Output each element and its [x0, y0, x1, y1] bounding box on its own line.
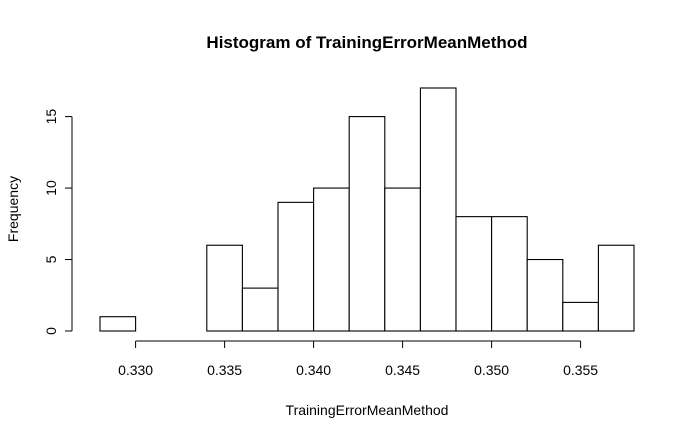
- x-tick-label: 0.340: [296, 362, 331, 378]
- x-axis: 0.330 0.335 0.340 0.345 0.350 0.355: [118, 340, 598, 378]
- x-tick-label: 0.335: [207, 362, 242, 378]
- x-tick-label: 0.350: [474, 362, 509, 378]
- bars-group: [99, 87, 635, 332]
- histogram-bar: [99, 316, 137, 332]
- histogram-bar: [206, 244, 243, 332]
- histogram-bar: [241, 287, 279, 332]
- y-tick-label: 0: [43, 327, 59, 335]
- histogram-bar: [526, 258, 564, 332]
- histogram-bar: [313, 187, 350, 332]
- y-axis: 0 5 10 15: [43, 109, 73, 335]
- histogram-bar: [455, 216, 493, 332]
- histogram-bar: [277, 201, 315, 332]
- x-axis-label: TrainingErrorMeanMethod: [286, 402, 449, 418]
- histogram-bar: [597, 244, 635, 332]
- y-tick-label: 5: [43, 255, 59, 263]
- y-axis-label: Frequency: [5, 176, 21, 242]
- y-tick-label: 10: [43, 180, 59, 196]
- histogram-bar: [419, 87, 457, 332]
- x-tick-label: 0.355: [563, 362, 598, 378]
- histogram-bar: [384, 187, 421, 332]
- histogram-bar: [491, 216, 528, 332]
- histogram-bar: [562, 301, 599, 332]
- x-tick-label: 0.345: [385, 362, 420, 378]
- x-tick-label: 0.330: [118, 362, 153, 378]
- histogram-bar: [348, 116, 386, 332]
- y-tick-label: 15: [43, 109, 59, 125]
- chart-title: Histogram of TrainingErrorMeanMethod: [206, 33, 527, 52]
